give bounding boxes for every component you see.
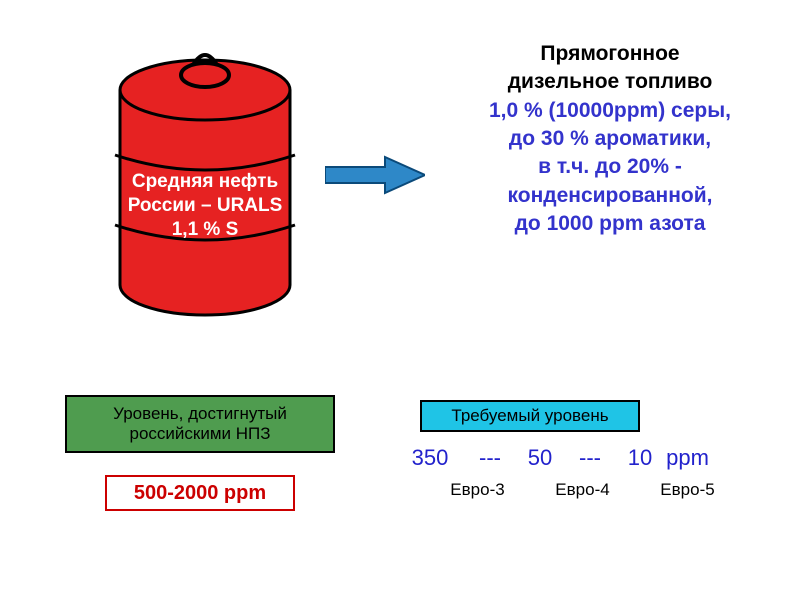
achieved-value-box: 500-2000 ppm xyxy=(105,475,295,511)
achieved-level-box: Уровень, достигнутый российскими НПЗ xyxy=(65,395,335,453)
euro-labels-line: Евро-3Евро-4Евро-5 xyxy=(425,480,765,500)
diesel-spec-2: до 30 % ароматики, xyxy=(435,125,785,153)
diesel-spec-3: в т.ч. до 20% - xyxy=(435,153,785,181)
barrel-line2: России – URALS xyxy=(128,195,283,216)
barrel-line1: Средняя нефть xyxy=(132,171,278,192)
barrel-line3: 1,1 % S xyxy=(172,219,239,240)
achieved-line1: Уровень, достигнутый xyxy=(113,404,287,423)
diesel-spec-1: 1,0 % (10000ppm) серы, xyxy=(435,97,785,125)
required-label: Требуемый уровень xyxy=(451,406,608,426)
arrow-icon xyxy=(325,155,425,195)
arrow xyxy=(325,155,425,195)
euro-label: Евро-5 xyxy=(635,480,740,500)
achieved-value: 500-2000 ppm xyxy=(134,482,266,505)
ppm-unit: ppm xyxy=(665,445,710,471)
diesel-spec-5: до 1000 ppm азота xyxy=(435,210,785,238)
diesel-title-1: Прямогонное xyxy=(435,40,785,68)
ppm-separator: --- xyxy=(465,445,515,471)
ppm-value: 350 xyxy=(395,445,465,471)
euro-label: Евро-3 xyxy=(425,480,530,500)
diagram-stage: Средняя нефть России – URALS 1,1 % S Пря… xyxy=(0,0,800,600)
oil-barrel: Средняя нефть России – URALS 1,1 % S xyxy=(105,40,305,320)
euro-label: Евро-4 xyxy=(530,480,635,500)
barrel-caption: Средняя нефть России – URALS 1,1 % S xyxy=(105,170,305,241)
diesel-spec-4: конденсированной, xyxy=(435,182,785,210)
ppm-separator: --- xyxy=(565,445,615,471)
achieved-line2: российскими НПЗ xyxy=(129,424,270,443)
required-level-box: Требуемый уровень xyxy=(420,400,640,432)
ppm-values-line: 350---50---10ppm xyxy=(395,445,775,471)
ppm-value: 10 xyxy=(615,445,665,471)
ppm-value: 50 xyxy=(515,445,565,471)
diesel-title-2: дизельное топливо xyxy=(435,68,785,96)
diesel-spec: Прямогонное дизельное топливо 1,0 % (100… xyxy=(435,40,785,238)
